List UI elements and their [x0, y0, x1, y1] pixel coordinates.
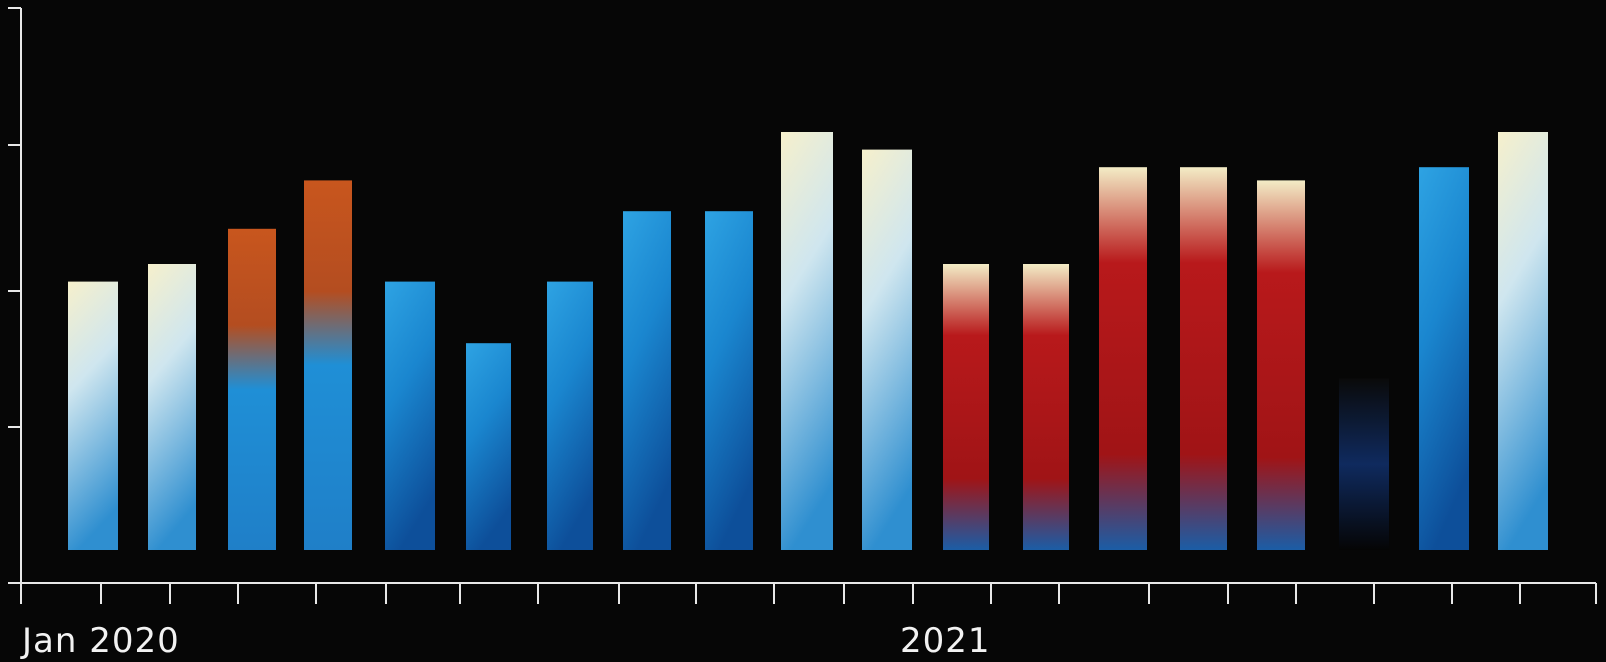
bar-5	[385, 281, 435, 550]
bar-19	[1498, 132, 1548, 550]
bar-3	[228, 228, 276, 551]
bar-6	[466, 343, 511, 550]
axes-group	[8, 7, 1597, 604]
x-ticks	[20, 583, 1597, 604]
bars-group	[68, 132, 1548, 551]
bar-16	[1257, 180, 1305, 550]
bar-7	[547, 281, 593, 550]
x-tick-label-jan-2020: Jan 2020	[20, 621, 180, 661]
bar-10	[781, 132, 833, 550]
bar-14	[1099, 167, 1147, 550]
bar-11	[862, 149, 912, 550]
x-tick-label-2021: 2021	[900, 621, 991, 661]
bar-17	[1339, 378, 1389, 550]
bar-4	[304, 180, 352, 550]
bar-1	[68, 281, 118, 550]
y-ticks	[8, 7, 21, 584]
bar-15	[1180, 167, 1227, 550]
bar-9	[705, 211, 753, 550]
bar-2	[148, 264, 196, 550]
bar-8	[623, 211, 671, 550]
bar-13	[1023, 264, 1069, 550]
bar-18	[1419, 167, 1469, 550]
bar-12	[943, 264, 989, 550]
